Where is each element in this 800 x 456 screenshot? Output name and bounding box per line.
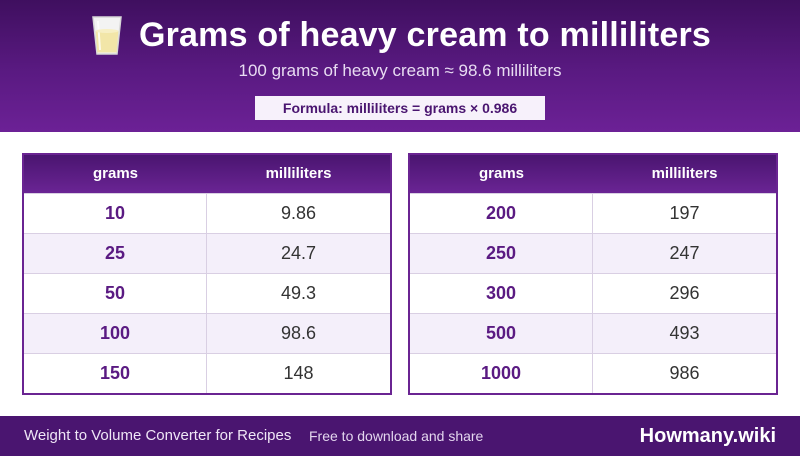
- page-title: Grams of heavy cream to milliliters: [138, 15, 712, 54]
- footer-bar: Weight to Volume Converter for Recipes F…: [0, 416, 800, 456]
- conversion-table-left: grams milliliters 10 9.86 25 24.7 50 49.…: [22, 153, 392, 395]
- table-row: 50 49.3: [24, 273, 390, 313]
- milliliters-cell: 247: [669, 243, 700, 263]
- table-row: 250 247: [410, 233, 776, 273]
- grams-cell: 1000: [410, 354, 593, 393]
- milliliters-cell: 24.7: [280, 243, 317, 263]
- glass-of-milk-icon: [92, 16, 122, 55]
- grams-cell: 10: [24, 194, 207, 233]
- milliliters-cell: 296: [669, 283, 700, 303]
- table-row: 10 9.86: [24, 193, 390, 233]
- table-row: 300 296: [410, 273, 776, 313]
- milliliters-cell: 148: [283, 363, 314, 383]
- milliliters-cell: 493: [669, 323, 700, 343]
- subtitle: 100 grams of heavy cream ≈ 98.6 millilit…: [238, 61, 562, 80]
- grams-cell: 200: [410, 194, 593, 233]
- table-row: 100 98.6: [24, 313, 390, 353]
- column-header-grams: grams: [478, 165, 525, 182]
- header-banner: Grams of heavy cream to milliliters 100 …: [0, 0, 800, 132]
- table-row: 25 24.7: [24, 233, 390, 273]
- column-header-milliliters: milliliters: [651, 165, 718, 182]
- milliliters-cell: 197: [669, 203, 700, 223]
- table-row: 200 197: [410, 193, 776, 233]
- conversion-table-right: grams milliliters 200 197 250 247 300 29…: [408, 153, 778, 395]
- table-row: 150 148: [24, 353, 390, 393]
- grams-cell: 500: [410, 314, 593, 353]
- table-row: 1000 986: [410, 353, 776, 393]
- title-row: Grams of heavy cream to milliliters: [0, 12, 800, 58]
- column-header-grams: grams: [92, 165, 139, 182]
- grams-cell: 150: [24, 354, 207, 393]
- formula-box: Formula: milliliters = grams × 0.986: [255, 96, 545, 120]
- grams-cell: 25: [24, 234, 207, 273]
- table-header: grams milliliters: [410, 155, 776, 193]
- milliliters-cell: 49.3: [280, 283, 317, 303]
- table-header: grams milliliters: [24, 155, 390, 193]
- footer-app-name: Weight to Volume Converter for Recipes: [24, 427, 292, 444]
- milliliters-cell: 9.86: [280, 203, 317, 223]
- column-header-milliliters: milliliters: [265, 165, 332, 182]
- grams-cell: 50: [24, 274, 207, 313]
- grams-cell: 100: [24, 314, 207, 353]
- milliliters-cell: 986: [669, 363, 700, 383]
- footer-free-note: Free to download and share: [309, 428, 484, 444]
- table-row: 500 493: [410, 313, 776, 353]
- grams-cell: 300: [410, 274, 593, 313]
- grams-cell: 250: [410, 234, 593, 273]
- milliliters-cell: 98.6: [280, 323, 317, 343]
- footer-brand-link[interactable]: Howmany.wiki: [639, 425, 776, 447]
